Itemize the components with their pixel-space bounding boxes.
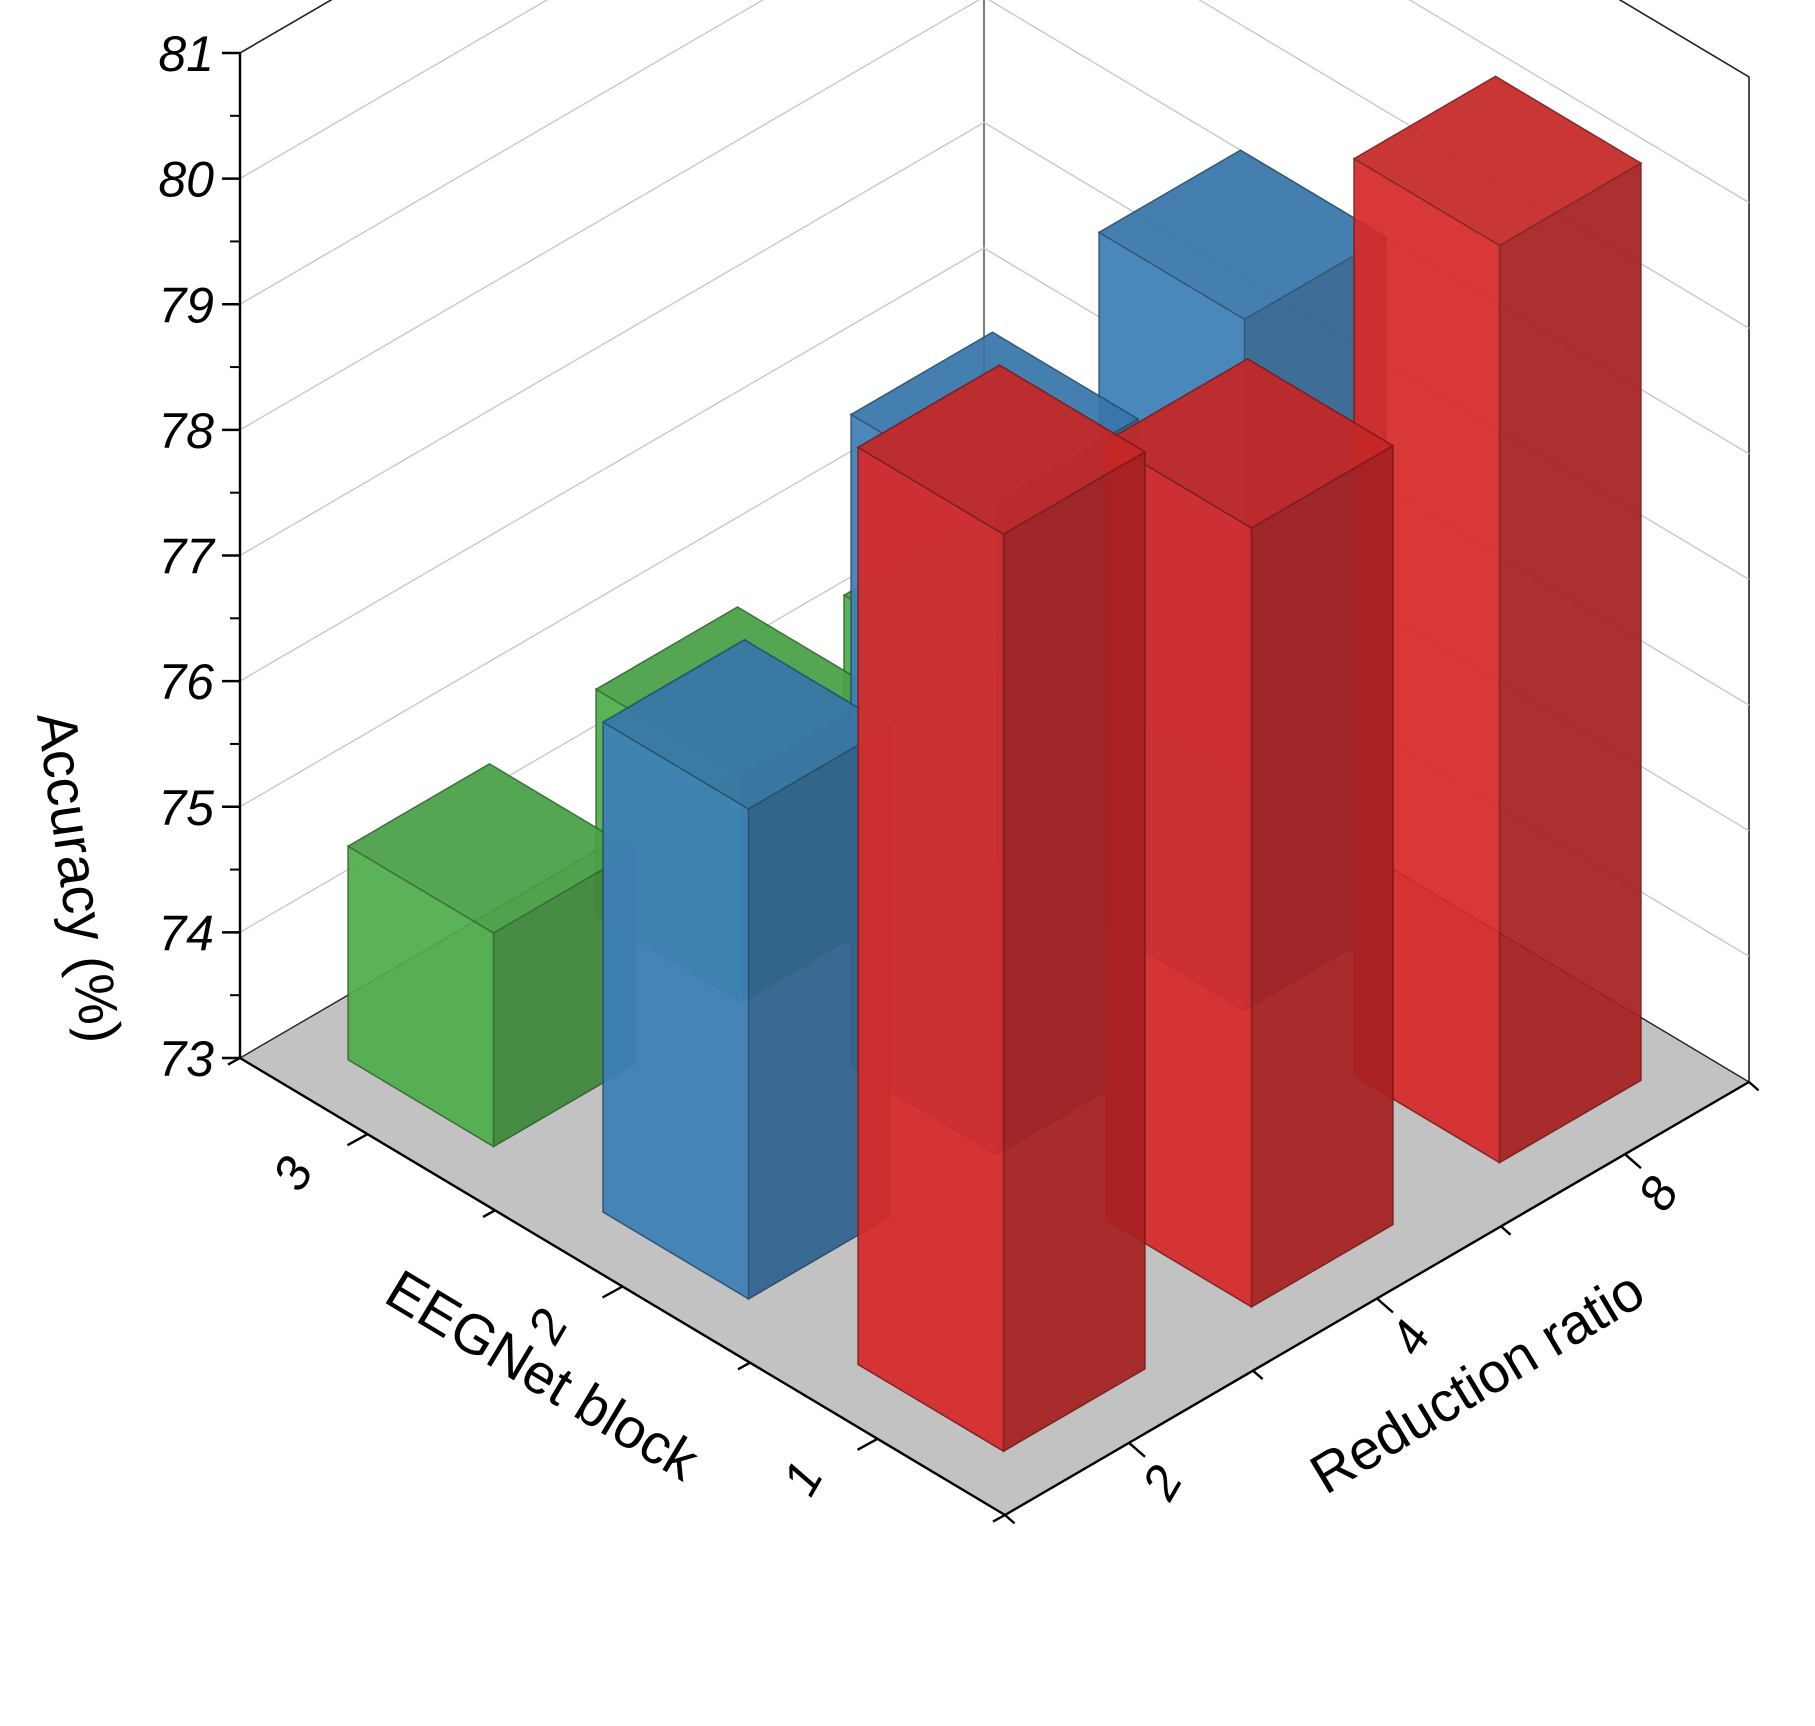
- x-tick-label: 2: [1131, 1456, 1194, 1509]
- bar-green-x2-y1: [346, 763, 637, 1148]
- y-tick-1: [346, 1133, 369, 1147]
- x-tick-3: [1376, 1297, 1394, 1314]
- y-tick-0: [227, 1056, 241, 1066]
- chart-axes: [222, 51, 1760, 1525]
- bar-red-x4-y3: [1104, 358, 1395, 1309]
- x-tick-6: [1748, 1081, 1760, 1092]
- bar-red-x4-y3-face-top: [1104, 358, 1395, 529]
- bar-blue-x2-y2-face-left: [602, 720, 750, 1301]
- bar-red-x2-y3-face-left: [857, 445, 1005, 1453]
- bar-red-x4-y3-face-right: [1250, 444, 1394, 1309]
- y-tick-2: [482, 1209, 496, 1218]
- bar-red-x8-y3: [1352, 75, 1643, 1164]
- z-axis-title: Accuracy (%): [25, 708, 134, 1046]
- bar-blue-x2-y2: [601, 638, 892, 1301]
- z-tick-label: 79: [158, 277, 214, 333]
- x-tick-label: 8: [1627, 1167, 1689, 1219]
- x-tick-5: [1624, 1153, 1642, 1170]
- z-tick-label: 81: [158, 26, 214, 82]
- bar-red-x8-y3-face-top: [1352, 75, 1643, 247]
- z-tick-label: 78: [158, 403, 214, 459]
- bar-red-x2-y3-face-right: [1002, 450, 1146, 1453]
- z-tick-label: 75: [158, 780, 214, 836]
- y-tick-6: [992, 1513, 1006, 1523]
- x-tick-4: [1500, 1225, 1512, 1236]
- x-tick-1: [1128, 1441, 1146, 1458]
- gridline-80: [239, 0, 1750, 204]
- z-tick-label: 73: [158, 1031, 214, 1087]
- y-tick-4: [737, 1361, 751, 1371]
- x-tick-2: [1252, 1369, 1264, 1380]
- z-tick-label: 77: [158, 529, 216, 585]
- bar-red-x2-y3: [856, 364, 1147, 1453]
- z-tick-label: 80: [158, 152, 214, 208]
- y-tick-3: [601, 1285, 624, 1299]
- y-tick-label: 1: [772, 1452, 834, 1504]
- bar-red-x8-y3-face-right: [1498, 161, 1642, 1164]
- x-tick-label: 4: [1379, 1312, 1441, 1364]
- bar-red-x2-y3-face-top: [856, 364, 1147, 536]
- bar-blue-x2-y2-face-top: [601, 638, 892, 810]
- x-tick-0: [1004, 1514, 1016, 1525]
- bar-blue-x8-y2-face-top: [1097, 149, 1388, 321]
- y-tick-label: 3: [262, 1147, 324, 1199]
- y-tick-5: [856, 1437, 879, 1451]
- chart-bars: [346, 75, 1643, 1453]
- z-tick-label: 76: [158, 654, 214, 710]
- z-tick-label: 74: [158, 905, 214, 961]
- bar-green-x2-y1-face-top: [346, 763, 637, 934]
